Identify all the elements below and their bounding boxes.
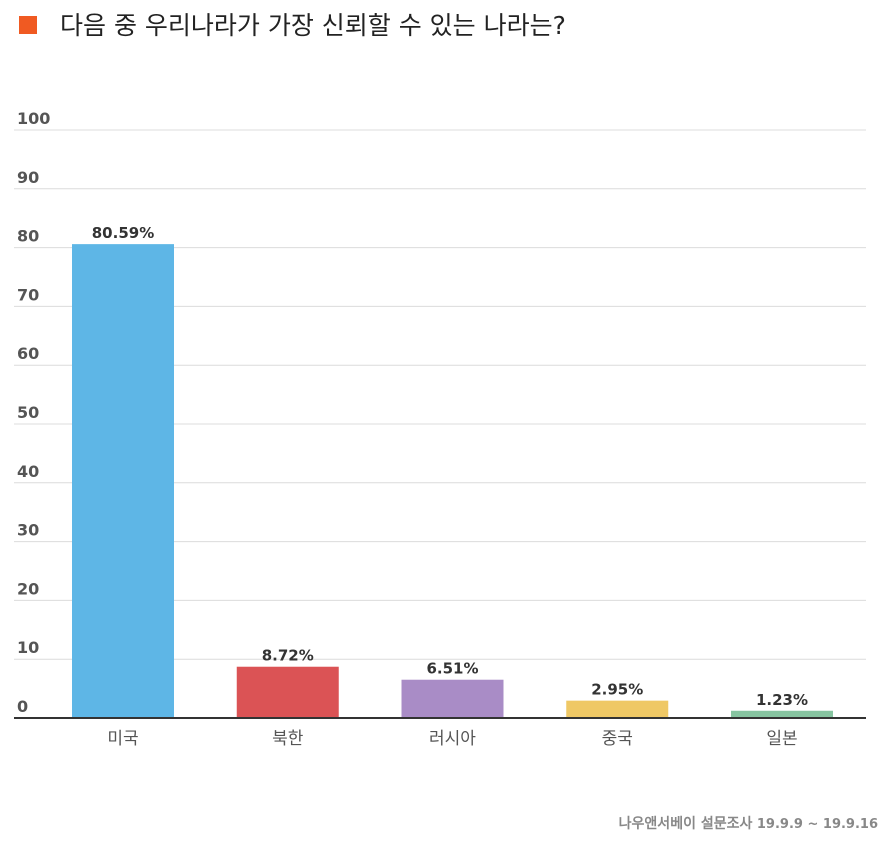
y-tick-label: 60 — [17, 344, 39, 363]
data-label: 1.23% — [756, 691, 808, 709]
title-marker — [19, 16, 37, 34]
source-org: 나우앤서베이 설문조사 — [618, 816, 753, 832]
y-tick-label: 0 — [17, 697, 28, 716]
source-note: 나우앤서베이 설문조사 19.9.9 ~ 19.9.16 — [619, 813, 878, 833]
y-tick-label: 90 — [17, 168, 39, 187]
y-tick-label: 30 — [17, 521, 39, 540]
chart-title: 다음 중 우리나라가 가장 신뢰할 수 있는 나라는? — [60, 11, 566, 40]
source-period: 19.9.9 ~ 19.9.16 — [756, 817, 878, 832]
y-tick-label: 70 — [17, 285, 39, 304]
x-tick-label: 일본 — [766, 729, 797, 749]
x-tick-label: 러시아 — [429, 729, 476, 749]
y-tick-label: 100 — [17, 109, 50, 128]
y-tick-label: 20 — [17, 579, 39, 598]
data-label: 6.51% — [426, 660, 478, 678]
data-label: 80.59% — [92, 224, 154, 242]
bar-chart: 0 10 20 30 40 50 60 70 80 90 100 80.59% 미국 8.72% 북한 6.5… — [14, 109, 866, 749]
y-tick-label: 40 — [17, 462, 39, 481]
x-tick-label: 미국 — [107, 729, 138, 749]
data-label: 8.72% — [262, 647, 314, 665]
y-tick-label: 10 — [17, 638, 39, 657]
bar — [236, 666, 339, 718]
bar — [401, 679, 504, 718]
x-tick-label: 북한 — [272, 729, 304, 749]
data-label: 2.95% — [591, 681, 643, 699]
bar — [72, 244, 174, 718]
bar — [566, 700, 669, 718]
y-tick-label: 80 — [17, 227, 39, 246]
bar — [731, 710, 833, 718]
x-tick-label: 중국 — [602, 729, 633, 749]
y-tick-label: 50 — [17, 403, 39, 422]
